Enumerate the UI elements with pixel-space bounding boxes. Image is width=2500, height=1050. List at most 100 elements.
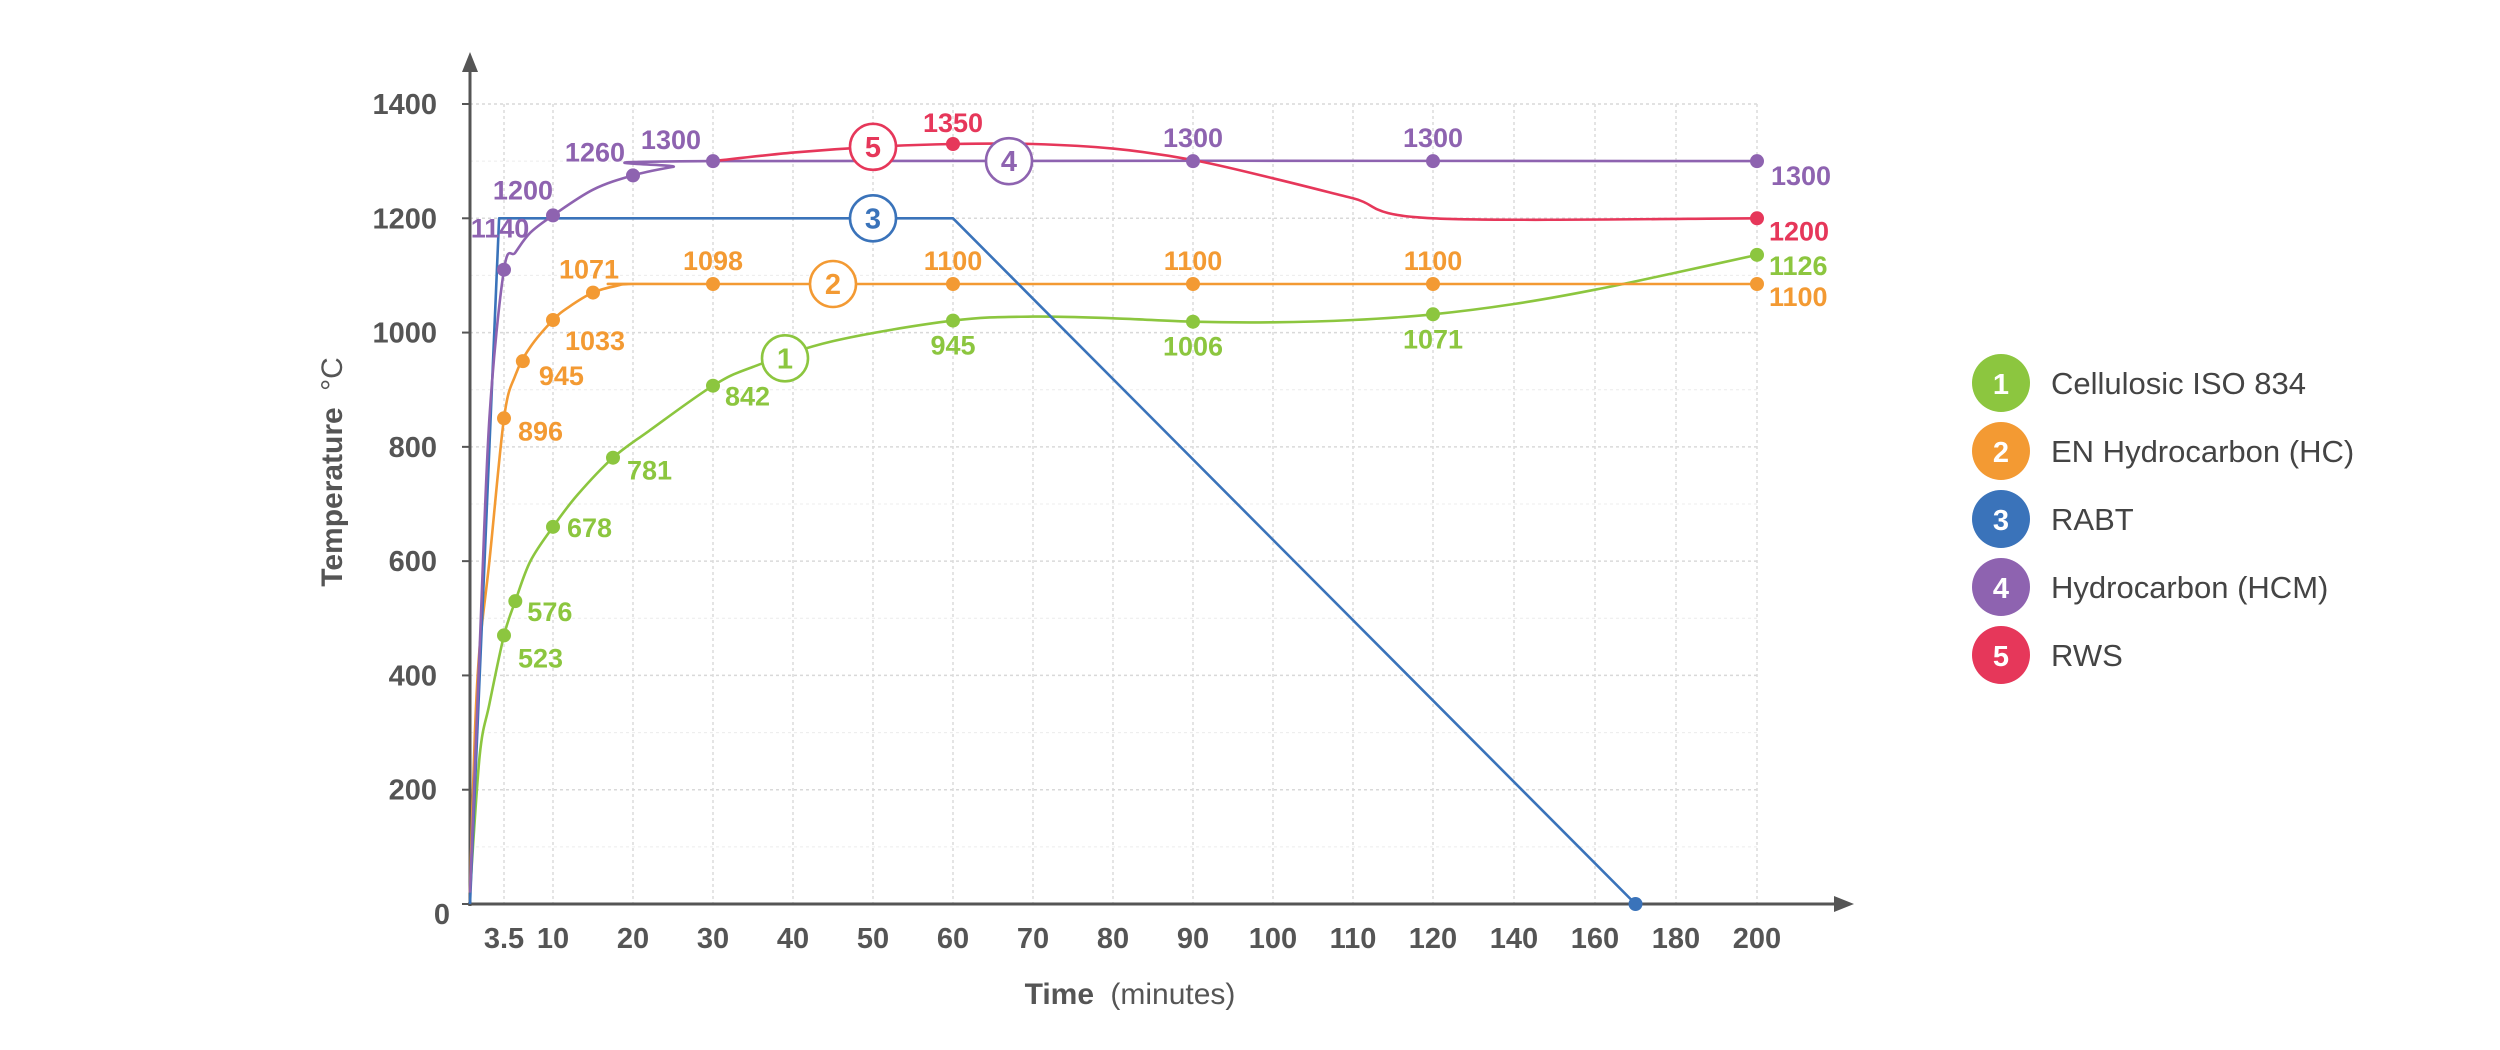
legend-swatch-number: 4 [1993,573,2009,605]
legend-swatch [1972,354,2030,412]
y-tick-label: 1200 [372,203,437,235]
x-axis-title-bold: Time [1025,978,1094,1011]
y-tick-label: 0 [434,899,450,931]
series-badge-label-2: 2 [825,269,841,301]
data-label-4: 1300 [1163,123,1223,153]
data-label-2: 1098 [683,246,743,276]
data-point-4 [1186,154,1200,169]
data-point-1 [508,594,523,609]
legend-label: RWS [2051,638,2123,673]
data-point-4 [546,208,560,223]
data-label-2: 945 [539,361,584,391]
x-tick-label: 160 [1571,923,1619,955]
legend-item-5: 5 RWS [1972,626,2123,684]
y-axis-arrow [462,52,478,72]
y-tick-label: 800 [389,432,437,464]
x-tick-label: 100 [1249,923,1297,955]
legend-item-2: 2 EN Hydrocarbon (HC) [1972,422,2354,480]
data-point-2 [586,285,600,300]
x-tick-label: 40 [777,923,809,955]
grid-lines [470,103,1758,904]
series-badge-label-1: 1 [777,343,793,375]
data-label-1: 945 [930,331,975,361]
x-tick-label: 140 [1490,923,1538,955]
series-badge-label-4: 4 [1001,146,1017,178]
data-point-2 [546,313,560,327]
data-label-2: 1071 [559,255,619,285]
y-tick-label: 1400 [372,89,437,121]
legend-label: RABT [2051,502,2134,537]
data-point-1 [946,313,960,328]
data-label-2: 1100 [1404,246,1463,276]
data-point-4 [1750,154,1764,169]
data-label-2: 1033 [565,326,625,356]
x-tick-label: 3.5 [484,923,524,955]
y-tick-label: 200 [389,775,437,807]
legend: 1 Cellulosic ISO 834 2 EN Hydrocarbon (HC) 3… [1972,354,2354,684]
series-badge-3 [848,193,898,243]
data-point-1 [497,628,511,643]
data-label-4: 1300 [1771,161,1831,191]
legend-swatch [1972,558,2030,616]
y-tick-label: 400 [389,660,437,692]
data-point-1 [1750,247,1764,262]
data-label-4: 1140 [471,214,530,244]
data-label-1: 842 [725,382,770,412]
legend-swatch [1972,422,2030,480]
x-axis-title-unit: (minutes) [1110,978,1235,1011]
data-label-1: 1071 [1403,324,1463,354]
x-tick-label: 80 [1097,923,1129,955]
x-tick-label: 20 [617,923,649,955]
data-point-4 [497,262,511,277]
data-label-2: 1100 [924,246,983,276]
data-label-1: 1126 [1769,251,1828,281]
data-point-2 [946,277,960,291]
data-point-1 [1426,307,1440,322]
data-label-5: 1200 [1769,216,1829,246]
legend-swatch-number: 3 [1993,505,2009,537]
x-tick-label: 110 [1330,923,1377,955]
series-badge-label-5: 5 [865,132,881,164]
data-point-2 [497,411,511,426]
legend-label: Cellulosic ISO 834 [2051,366,2306,401]
y-tick-labels: 0 200 400 600 800 1000 1200 1400 [372,89,470,931]
x-tick-label: 50 [857,923,889,955]
data-label-2: 896 [518,416,563,446]
data-point-1 [546,519,560,534]
data-point-1 [706,378,720,393]
data-point-1 [606,450,620,465]
y-axis-title-unit: °C [316,357,349,391]
x-tick-label: 30 [697,923,729,955]
y-tick-label: 1000 [372,318,437,350]
legend-item-3: 3 RABT [1972,490,2134,548]
data-point-1 [1186,314,1200,329]
y-axis-title-text: Temperature [316,407,349,587]
data-point-4 [706,154,720,169]
data-label-4: 1300 [1403,123,1463,153]
series-line-3 [468,217,1637,905]
data-label-4: 1200 [493,175,553,205]
data-label-2: 1100 [1164,246,1223,276]
x-tick-label: 200 [1733,923,1781,955]
series-badges: 1 2 3 4 5 [760,122,1034,383]
legend-item-1: 1 Cellulosic ISO 834 [1972,354,2306,412]
data-point-2 [1186,277,1200,291]
legend-swatch-number: 1 [1993,369,2009,401]
legend-label: EN Hydrocarbon (HC) [2051,434,2354,469]
data-point-4 [626,168,640,183]
data-label-2: 1100 [1769,282,1828,312]
y-tick-label: 600 [389,546,437,578]
data-point-5 [946,137,960,151]
x-tick-label: 180 [1652,923,1700,955]
data-point-2 [1750,277,1764,291]
legend-label: Hydrocarbon (HCM) [2051,570,2328,605]
legend-swatch-number: 5 [1993,641,2009,673]
data-label-1: 781 [627,456,672,486]
data-point-2 [1426,277,1440,291]
axes [462,52,1854,912]
data-point-4 [1426,154,1440,169]
series-badge-4 [984,136,1034,186]
series-badge-1 [760,333,810,383]
x-tick-label: 90 [1177,923,1209,955]
